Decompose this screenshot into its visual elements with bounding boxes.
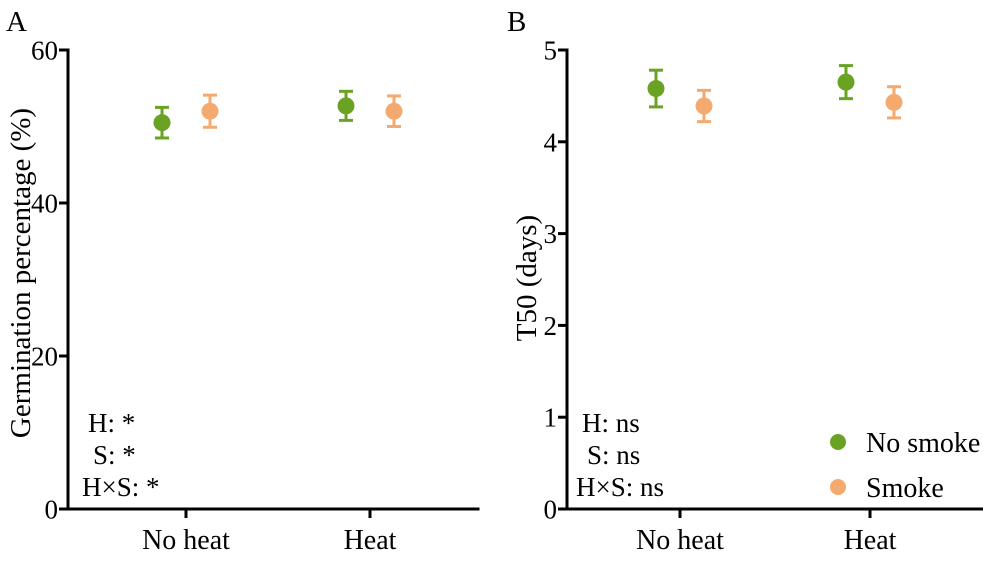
y-tick-label: 40 [31,189,58,219]
y-tick-label: 20 [31,342,58,372]
stats-annotation: H×S: ns [576,472,664,502]
x-category-label: Heat [344,525,397,556]
marker-no-smoke-heat [837,73,855,91]
y-tick-label: 4 [544,127,558,157]
panel-label-a: A [6,6,27,38]
marker-no-smoke-heat [337,97,355,115]
marker-no-smoke-no-heat [153,114,171,132]
y-tick-label: 60 [31,36,58,66]
y-tick-label: 3 [544,219,558,249]
y-tick-label: 2 [544,311,558,341]
marker-smoke-no-heat [201,102,219,120]
stats-annotation: H×S: * [82,472,160,502]
y-tick-label: 0 [544,495,558,525]
legend-label-no-smoke: No smoke [866,428,980,459]
legend-swatch-smoke [830,479,846,495]
stats-annotation: S: ns [587,440,640,470]
y-tick-label: 5 [544,36,558,66]
y-axis-title: T50 (days) [511,215,543,341]
x-category-label: Heat [844,525,897,556]
marker-no-smoke-no-heat [647,80,665,98]
x-category-label: No heat [636,525,724,556]
stats-annotation: S: * [93,440,136,470]
legend: No smoke Smoke [830,428,980,504]
marker-smoke-heat [385,102,403,120]
marker-smoke-no-heat [695,97,713,115]
panel-label-b: B [507,6,526,38]
y-tick-label: 0 [45,495,59,525]
legend-label-smoke: Smoke [866,473,944,504]
y-tick-label: 1 [544,403,558,433]
x-category-label: No heat [142,525,230,556]
stats-annotation: H: ns [582,408,640,438]
stats-annotation: H: * [88,408,135,438]
legend-swatch-no-smoke [830,434,846,450]
marker-smoke-heat [885,93,903,111]
panel-b: 0 1 2 3 4 5 No heat Heat H: nsS: nsH×S: ns T50 (d… [507,6,983,556]
panel-a: 0 20 40 60 No heat Heat H: *S: *H×S: * Germinat… [5,6,480,556]
y-axis-title: Germination percentage (%) [5,108,37,438]
